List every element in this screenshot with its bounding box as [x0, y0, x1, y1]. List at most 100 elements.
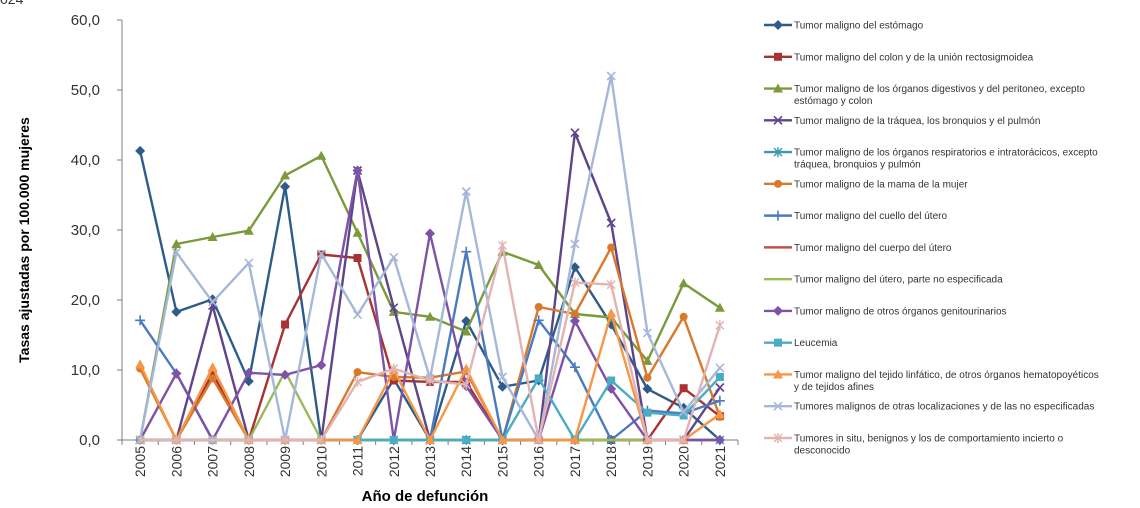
legend-label: Tumor maligno de otros órganos genitouri…: [794, 306, 1007, 317]
legend-label: Tumor maligno del cuerpo del útero: [794, 243, 952, 254]
legend-item: Leucemia: [764, 338, 838, 349]
data-point: [208, 369, 217, 378]
legend-label: Tumor maligno de los órganos respiratori…: [794, 148, 1098, 171]
legend-item: Tumor maligno del cuerpo del útero: [764, 243, 952, 254]
legend-label: Tumor maligno de la mama de la mujer: [794, 179, 968, 190]
data-point: [533, 260, 544, 269]
data-point: [642, 435, 652, 445]
data-point: [280, 181, 291, 192]
data-point: [461, 326, 472, 336]
data-point: [461, 186, 471, 197]
y-tick-label: 20,0: [71, 292, 100, 309]
data-point: [135, 359, 146, 369]
legend-label: Tumor maligno del colon y de la unión re…: [794, 52, 1034, 63]
legend-label: Tumor maligno del útero, parte no especi…: [794, 275, 1003, 286]
legend-item: Tumor maligno del cuello del útero: [764, 210, 947, 222]
y-tick-label: 50,0: [71, 82, 100, 99]
data-point: [316, 360, 327, 371]
data-point: [171, 435, 181, 445]
data-point: [135, 145, 146, 156]
data-point: [774, 52, 782, 61]
legend-item: Tumor maligno de otros órganos genitouri…: [764, 305, 1007, 317]
data-point: [243, 367, 254, 378]
data-point: [316, 435, 326, 445]
legend-item: Tumor maligno de la mama de la mujer: [764, 179, 968, 190]
data-point: [569, 262, 580, 273]
data-point: [678, 278, 689, 288]
data-point: [607, 376, 616, 385]
data-point: [316, 150, 327, 160]
data-point: [570, 239, 580, 249]
data-point: [773, 369, 783, 379]
data-point: [773, 20, 783, 30]
data-point: [497, 381, 508, 392]
y-tick-label: 30,0: [71, 222, 100, 239]
data-point: [715, 373, 724, 381]
data-point: [135, 315, 146, 326]
legend-label: Tumores malignos de otras localizaciones…: [794, 402, 1094, 413]
x-tick-label: 2005: [132, 446, 148, 477]
data-point: [243, 225, 254, 235]
series-layer: [135, 71, 725, 445]
data-point: [642, 328, 652, 338]
x-tick-label: 2019: [639, 446, 655, 477]
data-point: [353, 254, 362, 262]
x-tick-label: 2009: [277, 446, 293, 477]
data-point: [569, 362, 580, 373]
data-point: [352, 310, 363, 320]
legend-label: Tumor maligno de los órganos digestivos …: [794, 84, 1085, 107]
data-point: [352, 227, 363, 237]
legend-label: Tumores in situ, benignos y los de compo…: [794, 434, 1064, 457]
x-tick-label: 2016: [531, 446, 547, 477]
data-point: [643, 373, 652, 382]
data-point: [135, 435, 145, 445]
data-point: [534, 303, 543, 311]
data-point: [389, 252, 399, 262]
data-point: [171, 368, 182, 379]
legend-label: Tumor maligno del cuello del útero: [794, 211, 947, 222]
data-point: [679, 435, 689, 445]
x-tick-label: 2007: [205, 446, 221, 477]
data-point: [679, 312, 688, 321]
x-tick-label: 2006: [168, 446, 184, 477]
data-point: [461, 379, 471, 390]
data-point: [208, 374, 217, 383]
x-axis-ticks: 2005 2006 2007 2008 2009 2010 2011 2012 2013 2014…: [121, 440, 739, 477]
legend-item: Tumor maligno de la tráquea, los bronqui…: [764, 115, 1040, 127]
data-point: [570, 277, 580, 288]
x-tick-label: 2013: [422, 446, 438, 477]
y-axis-ticks: 0,0 10,0 20,0 30,0 40,0 50,0 60,0: [71, 12, 122, 449]
legend-label: Tumor maligno de la tráquea, los bronqui…: [794, 116, 1040, 127]
data-point: [774, 179, 782, 188]
x-tick-label: 2021: [712, 446, 728, 477]
data-point: [534, 435, 544, 445]
data-point: [389, 363, 399, 374]
legend-label: Leucemia: [794, 338, 838, 349]
data-point: [207, 232, 218, 241]
x-tick-label: 2012: [386, 446, 402, 477]
data-point: [715, 363, 725, 373]
data-point: [773, 305, 783, 316]
data-point: [679, 411, 688, 420]
legend-item: Tumores in situ, benignos y los de compo…: [764, 433, 1064, 457]
data-point: [208, 301, 218, 311]
data-point: [316, 249, 326, 259]
data-point: [425, 228, 435, 239]
data-point: [714, 409, 725, 419]
series-6: [136, 243, 724, 444]
data-point: [606, 218, 616, 228]
x-tick-label: 2017: [567, 446, 583, 477]
y-tick-label: 10,0: [71, 362, 100, 379]
x-tick-label: 2015: [494, 446, 510, 477]
data-point: [679, 384, 688, 393]
data-point: [569, 316, 580, 326]
data-point: [352, 165, 363, 176]
data-point: [773, 210, 783, 221]
legend-item: Tumor maligno del colon y de la unión re…: [764, 52, 1034, 63]
data-point: [773, 147, 783, 158]
data-point: [714, 395, 725, 406]
data-point: [533, 315, 544, 326]
data-point: [280, 170, 291, 180]
data-point: [425, 311, 435, 321]
data-point: [773, 401, 783, 411]
